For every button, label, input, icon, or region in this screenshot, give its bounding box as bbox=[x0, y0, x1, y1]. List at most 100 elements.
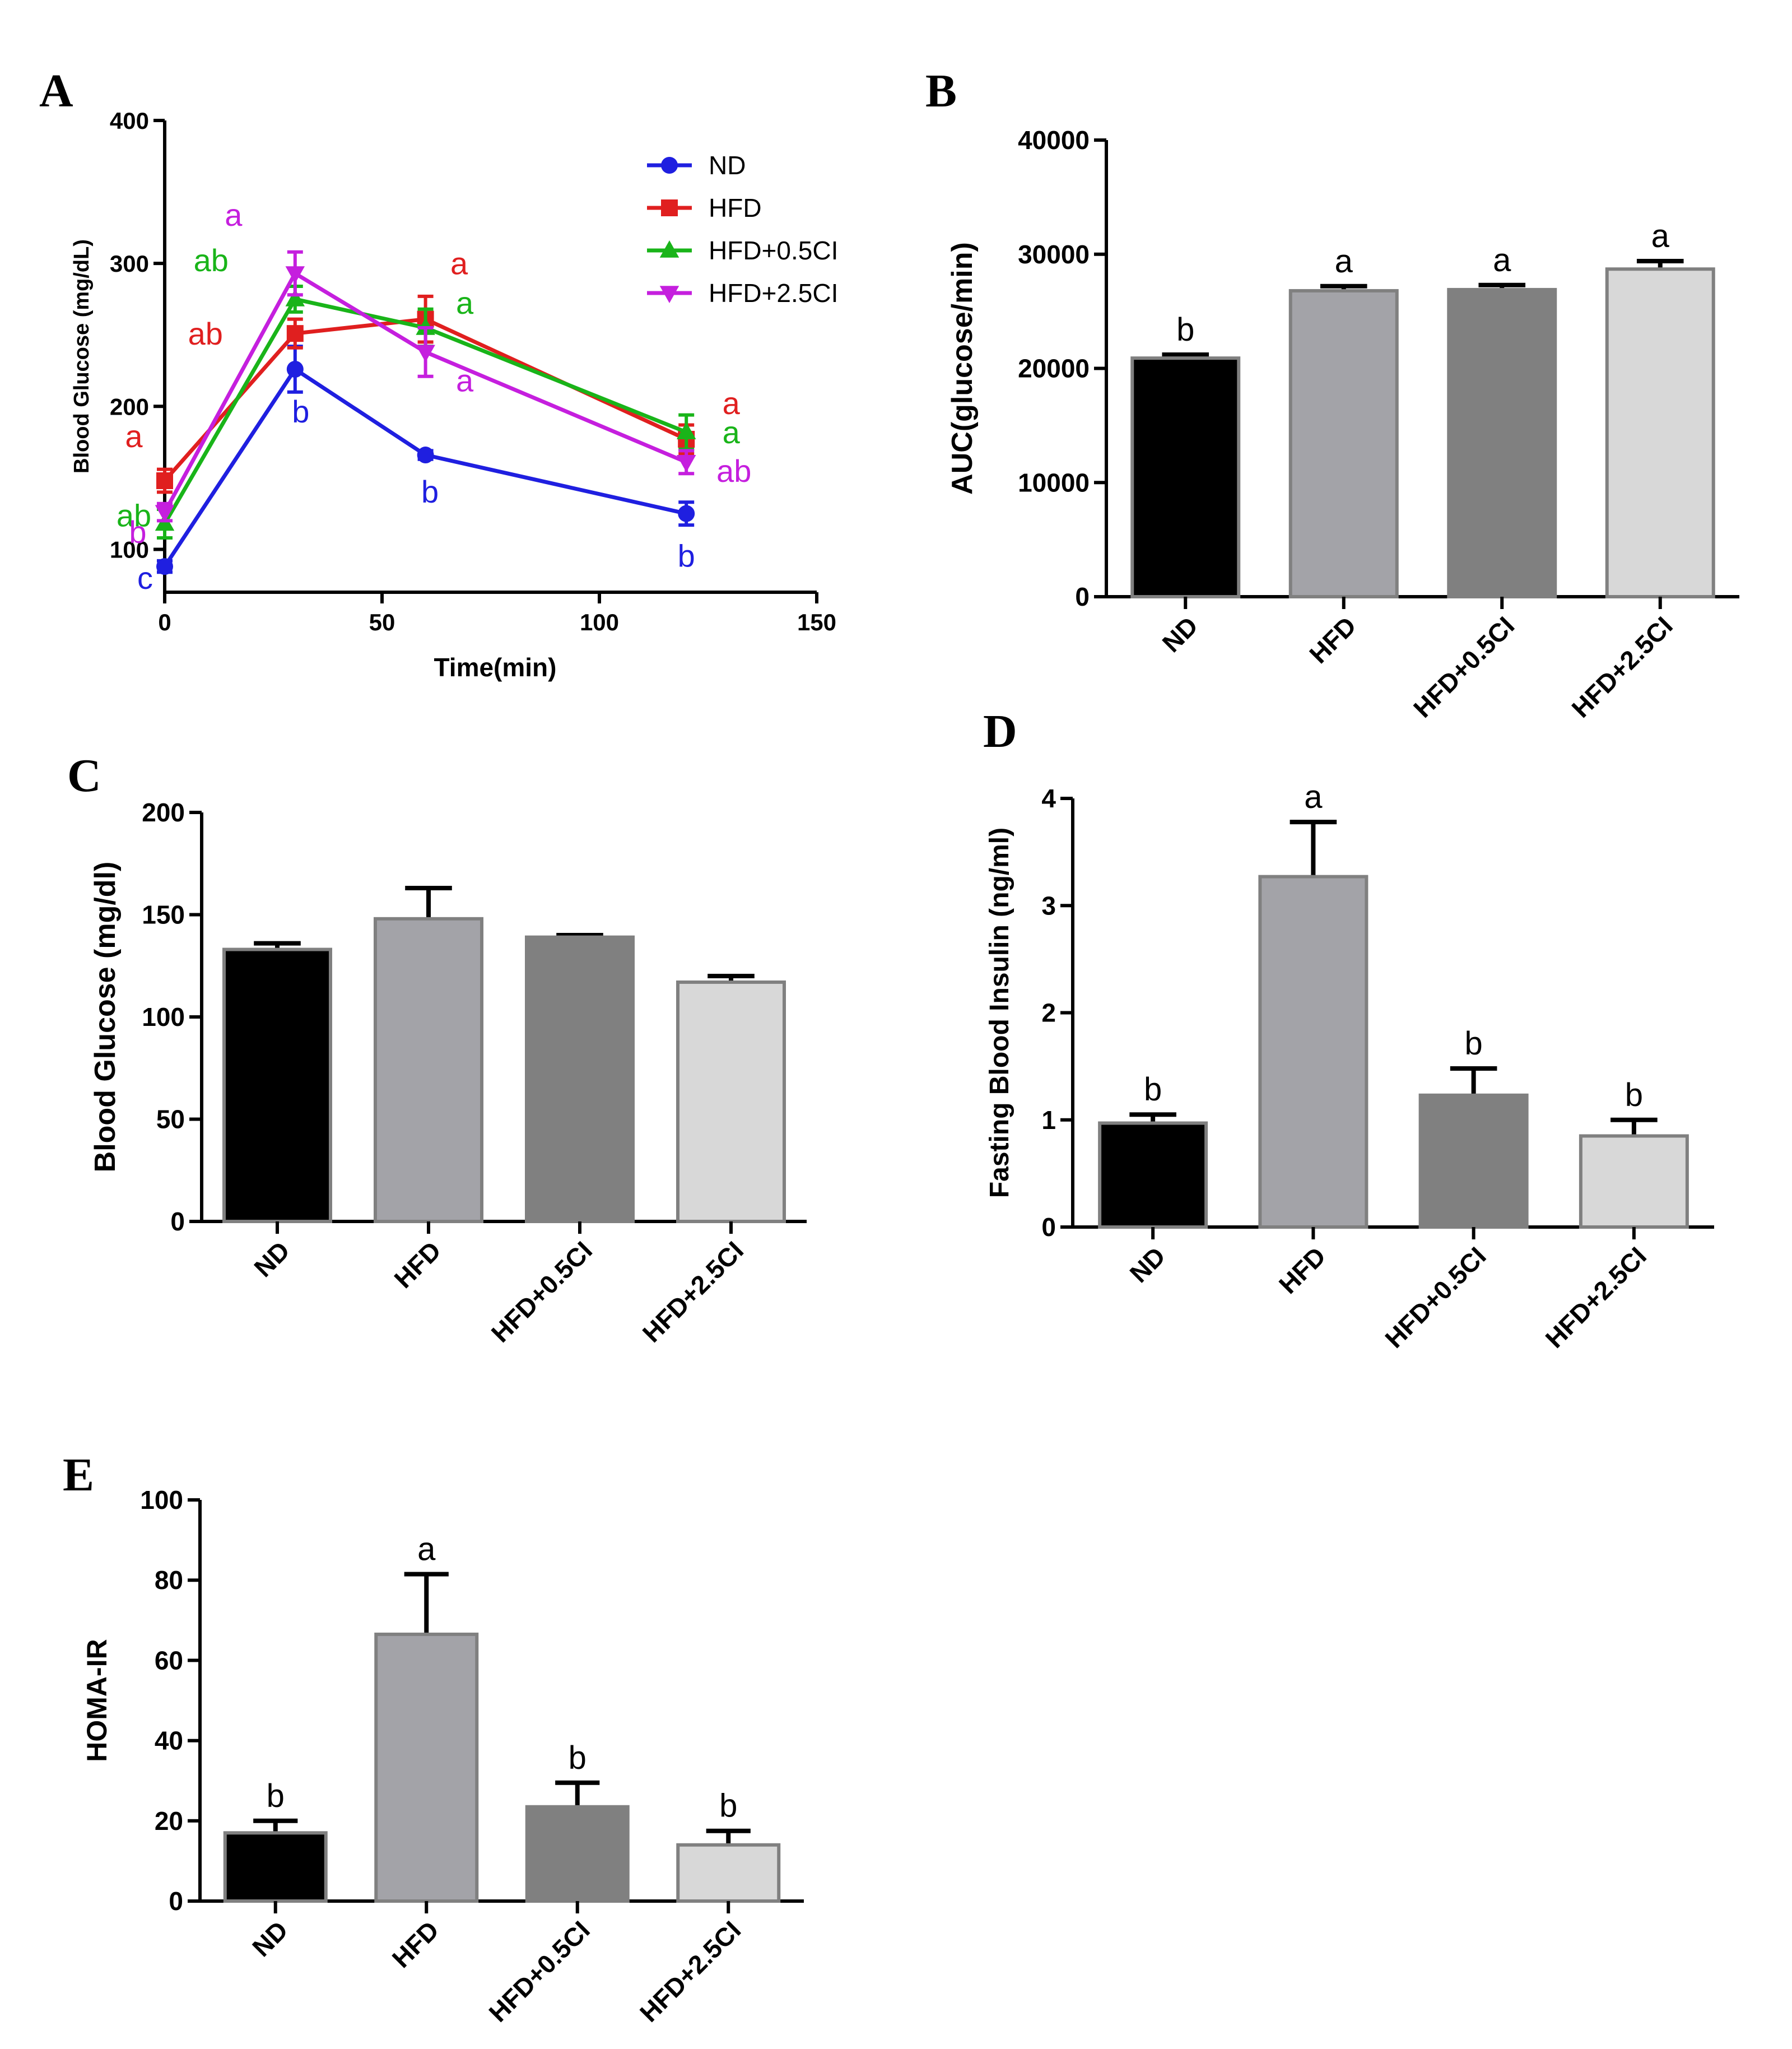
panel-label: E bbox=[63, 1449, 94, 1501]
bar-hfd-0-5ci bbox=[525, 935, 635, 1224]
legend: ND HFD HFD+0.5CI HFD+2.5CI bbox=[647, 151, 838, 308]
significance-letter: b bbox=[1176, 312, 1194, 348]
data-point-hfd-2-5ci bbox=[155, 505, 175, 523]
x-tick-label: 150 bbox=[797, 609, 836, 635]
y-tick-label: 2 bbox=[1041, 998, 1056, 1028]
panel-label: A bbox=[39, 65, 73, 117]
significance-letter: a bbox=[456, 363, 474, 398]
x-tick-label-hfd-2-5ci: HFD+2.5CI bbox=[1540, 1241, 1652, 1353]
y-tick-label: 30000 bbox=[1018, 240, 1090, 269]
x-tick-label-hfd-2-5ci: HFD+2.5CI bbox=[1566, 611, 1678, 723]
data-point-hfd bbox=[286, 325, 304, 342]
significance-letter: a bbox=[723, 415, 741, 450]
significance-letter: b bbox=[719, 1788, 737, 1824]
data-point-nd bbox=[156, 558, 173, 575]
panel-label: C bbox=[67, 750, 101, 802]
data-point-nd bbox=[417, 447, 434, 464]
x-tick-label: 100 bbox=[580, 609, 619, 635]
y-tick-label: 300 bbox=[110, 250, 149, 277]
significance-letter: c bbox=[137, 560, 153, 596]
panel-D: D 0 1 2 3 4 Fasting Blood Insulin (ng/ml) ND b HF… bbox=[983, 705, 1714, 1354]
y-tick-label: 40000 bbox=[1018, 126, 1090, 155]
x-tick-label: 0 bbox=[158, 609, 171, 635]
legend-marker bbox=[661, 157, 678, 174]
data-point-hfd-2-5ci bbox=[676, 455, 696, 472]
y-tick-label: 0 bbox=[170, 1207, 185, 1236]
data-point-nd bbox=[286, 360, 304, 378]
x-tick-label: 50 bbox=[369, 609, 395, 635]
significance-letter: a bbox=[1493, 242, 1511, 278]
data-point-nd bbox=[678, 505, 695, 522]
y-axis-title: AUC(glucose/min) bbox=[946, 242, 979, 495]
y-axis-title: Blood Glucose (mg/dL) bbox=[70, 239, 94, 473]
x-tick-label-hfd-2-5ci: HFD+2.5CI bbox=[634, 1915, 746, 2027]
y-axis-title: HOMA-IR bbox=[81, 1639, 113, 1762]
x-tick-label-nd: ND bbox=[246, 1915, 294, 1962]
series-nd: c b b b bbox=[137, 345, 695, 596]
data-point-hfd-2-5ci bbox=[285, 266, 305, 284]
x-tick-label-hfd: HFD bbox=[1273, 1241, 1332, 1299]
significance-letter: a bbox=[125, 419, 143, 454]
bar-hfd bbox=[1288, 289, 1399, 598]
significance-letter: b bbox=[678, 538, 695, 574]
x-tick-label-hfd: HFD bbox=[388, 1235, 446, 1294]
panel-label: B bbox=[925, 65, 957, 117]
y-tick-label: 50 bbox=[156, 1105, 185, 1134]
bar-hfd-0-5ci bbox=[525, 1805, 630, 1903]
x-tick-label-hfd-0-5ci: HFD+0.5CI bbox=[486, 1235, 598, 1348]
y-tick-label: 100 bbox=[142, 1002, 185, 1032]
panel-C: C 0 50 100 150 200 Blood Glucose (mg/dl) ND HFD H… bbox=[67, 750, 807, 1348]
data-point-hfd-0-5ci bbox=[676, 422, 696, 439]
bar-hfd-0-5ci bbox=[1418, 1093, 1529, 1229]
significance-letter: a bbox=[1304, 779, 1323, 815]
bar-nd bbox=[1098, 1121, 1208, 1229]
y-tick-label: 100 bbox=[140, 1485, 183, 1514]
significance-letter: a bbox=[1651, 218, 1670, 254]
significance-letter: b bbox=[129, 514, 146, 550]
significance-letter: a bbox=[417, 1531, 436, 1567]
legend-label-hfd: HFD bbox=[709, 193, 762, 222]
legend-marker bbox=[659, 240, 679, 258]
legend-label-nd: ND bbox=[709, 151, 746, 180]
panel-E: E 0 20 40 60 80 100 HOMA-IR ND b HFD a HFD+0.5CI b HFD… bbox=[63, 1449, 804, 2028]
panel-B: B 0 10000 20000 30000 40000 AUC(glucose/min) ND… bbox=[925, 65, 1739, 723]
legend-marker bbox=[661, 199, 678, 216]
bar-hfd-2-5ci bbox=[1579, 1134, 1689, 1229]
bar-hfd-0-5ci bbox=[1447, 287, 1557, 598]
x-tick-label-hfd-2-5ci: HFD+2.5CI bbox=[637, 1235, 749, 1348]
significance-letter: b bbox=[1464, 1025, 1482, 1062]
series-line-nd bbox=[163, 366, 687, 568]
panel-label: D bbox=[983, 705, 1017, 758]
significance-letter: a bbox=[450, 246, 468, 281]
bar-nd bbox=[223, 1831, 328, 1903]
y-tick-label: 4 bbox=[1041, 784, 1056, 813]
bar-hfd-2-5ci bbox=[1605, 267, 1715, 598]
significance-letter: a bbox=[1335, 243, 1353, 280]
x-tick-label-nd: ND bbox=[1124, 1241, 1171, 1288]
x-tick-label-hfd: HFD bbox=[1304, 611, 1362, 669]
panel-A: A 100 200 300 400 0 50 100 150 Time(min) Blood Glu… bbox=[39, 65, 838, 682]
y-tick-label: 60 bbox=[155, 1646, 183, 1675]
significance-letter: a bbox=[225, 197, 243, 233]
y-tick-label: 1 bbox=[1041, 1105, 1056, 1135]
y-tick-label: 150 bbox=[142, 900, 185, 930]
data-point-hfd-0-5ci bbox=[285, 289, 305, 306]
y-tick-label: 0 bbox=[169, 1887, 183, 1916]
significance-letter: ab bbox=[716, 453, 751, 489]
significance-letter: b bbox=[292, 394, 309, 429]
significance-letter: b bbox=[1625, 1077, 1643, 1113]
x-tick-label-hfd-0-5ci: HFD+0.5CI bbox=[483, 1915, 595, 2027]
bar-hfd bbox=[1258, 875, 1369, 1229]
x-tick-label-hfd-0-5ci: HFD+0.5CI bbox=[1379, 1241, 1491, 1353]
y-tick-label: 0 bbox=[1075, 582, 1090, 611]
x-tick-label-hfd: HFD bbox=[387, 1915, 445, 1973]
y-tick-label: 200 bbox=[142, 798, 185, 827]
significance-letter: a bbox=[723, 385, 741, 421]
y-tick-label: 200 bbox=[110, 393, 149, 420]
y-axis-title: Blood Glucose (mg/dl) bbox=[89, 862, 122, 1173]
significance-letter: ab bbox=[188, 316, 223, 351]
data-point-hfd-2-5ci bbox=[416, 345, 435, 363]
significance-letter: b bbox=[569, 1740, 587, 1776]
significance-letter: b bbox=[1144, 1071, 1162, 1108]
